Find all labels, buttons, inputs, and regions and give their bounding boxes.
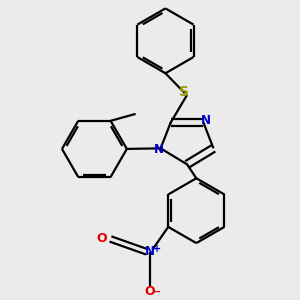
Text: −: − [152, 286, 161, 297]
Text: S: S [179, 85, 189, 99]
Text: N: N [145, 245, 155, 258]
Text: N: N [154, 143, 164, 156]
Text: N: N [201, 114, 211, 128]
Text: +: + [153, 244, 161, 254]
Text: O: O [145, 285, 155, 298]
Text: O: O [97, 232, 107, 245]
